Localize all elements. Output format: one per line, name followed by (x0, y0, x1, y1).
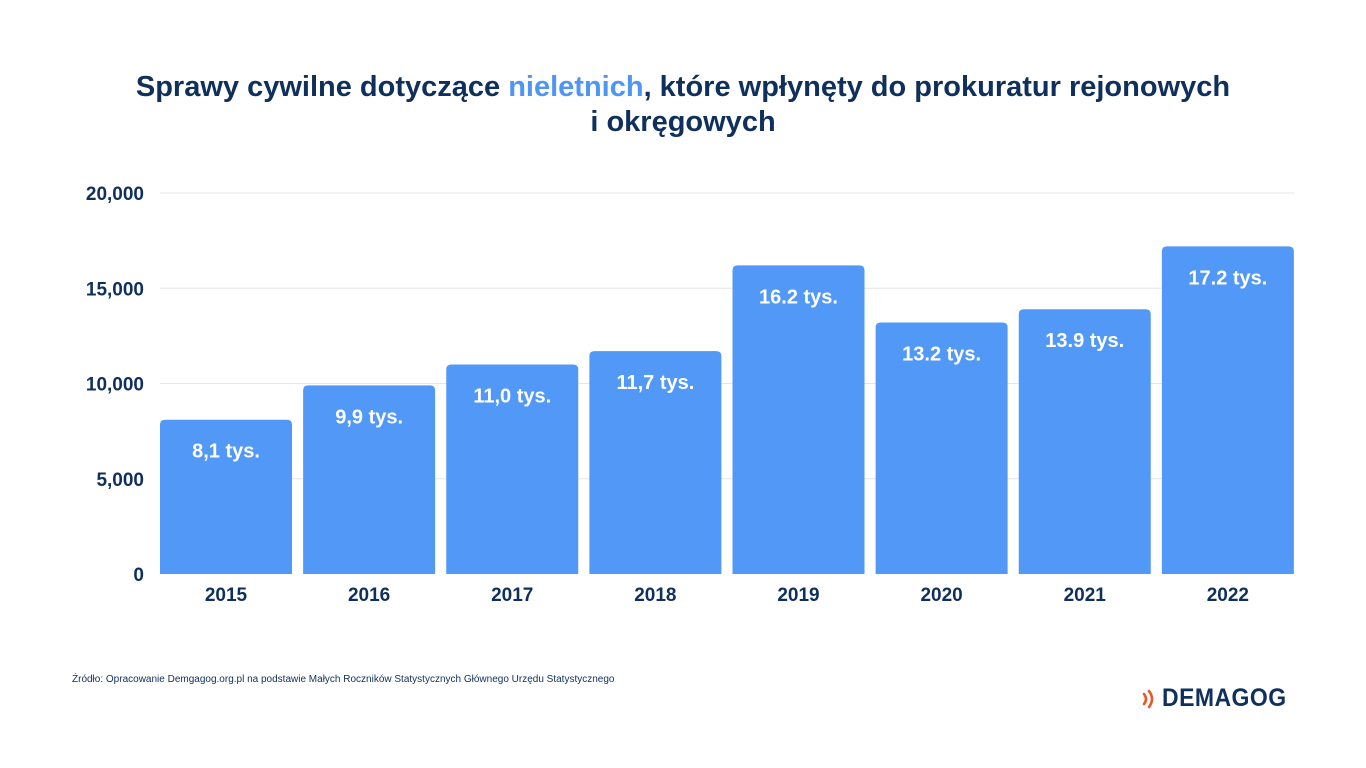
x-tick-label: 2022 (1207, 585, 1249, 606)
source-note: Źródło: Opracowanie Demgagog.org.pl na p… (72, 674, 615, 685)
y-tick-label: 5,000 (96, 470, 144, 491)
bar-value-label: 17.2 tys. (1188, 267, 1267, 289)
y-tick-label: 20,000 (86, 184, 144, 205)
demagog-logo: DEMAGOG (1140, 684, 1297, 713)
bar (1018, 309, 1151, 574)
chart-title: Sprawy cywilne dotyczące nieletnich, któ… (40, 70, 1326, 140)
bar (875, 322, 1008, 574)
bar (1161, 246, 1294, 574)
x-tick-label: 2019 (777, 585, 819, 606)
title-part-1: Sprawy cywilne dotyczące (135, 71, 509, 103)
x-tick-label: 2020 (920, 585, 962, 606)
x-tick-label: 2021 (1064, 585, 1107, 606)
title-line-1: Sprawy cywilne dotyczące nieletnich, któ… (40, 70, 1326, 105)
x-tick-label: 2016 (348, 585, 390, 606)
bar (303, 385, 436, 574)
y-tick-label: 0 (133, 565, 144, 586)
bar-value-label: 8,1 tys. (192, 441, 260, 463)
bar (589, 351, 722, 574)
bar (160, 419, 292, 574)
bar-value-label: 16.2 tys. (759, 286, 838, 308)
title-part-2: , które wpłynęty do prokuratur rejonowyc… (643, 71, 1231, 103)
bar-value-label: 13.9 tys. (1045, 330, 1124, 352)
sound-waves-icon (1142, 689, 1154, 708)
title-highlight: nieletnich (508, 71, 644, 103)
bar (732, 265, 865, 574)
x-tick-label: 2017 (491, 585, 533, 606)
bar-value-label: 11,7 tys. (616, 372, 694, 394)
bar-value-label: 13.2 tys. (902, 344, 981, 366)
x-tick-label: 2018 (634, 585, 676, 606)
x-tick-label: 2015 (205, 585, 248, 606)
y-tick-label: 10,000 (86, 375, 144, 396)
bar-value-label: 9,9 tys. (335, 406, 403, 428)
title-line-2: i okręgowych (590, 106, 776, 138)
bar (446, 364, 579, 574)
y-tick-label: 15,000 (86, 279, 144, 300)
logo-text: DEMAGOG (1162, 684, 1287, 712)
bar-value-label: 11,0 tys. (473, 385, 551, 407)
